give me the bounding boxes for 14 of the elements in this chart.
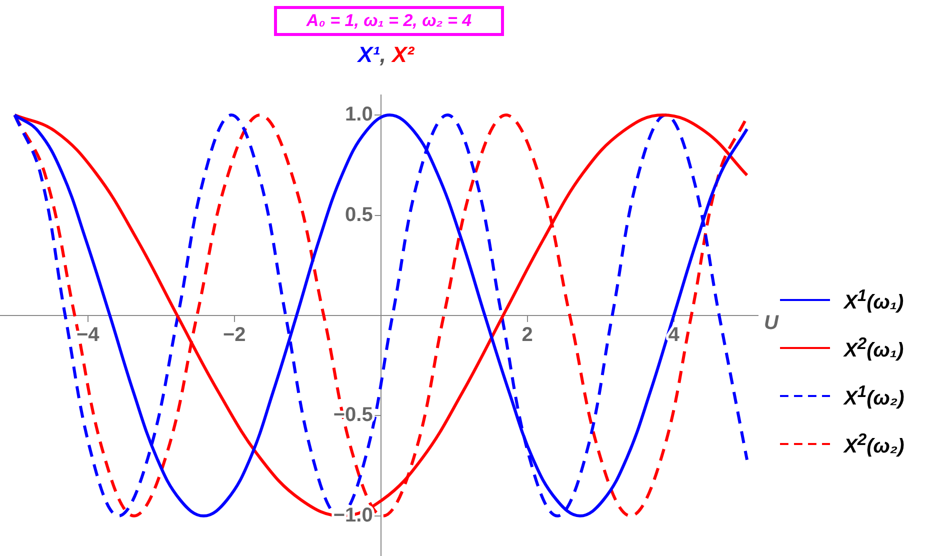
- legend-label: X$^{2}$(ω₁): [844, 334, 904, 362]
- x-axis-title: U: [764, 312, 779, 334]
- chart-title: A₀ = 1, ω₁ = 2, ω₂ = 4: [274, 6, 504, 36]
- legend-label: X$^{1}$(ω₂): [844, 382, 904, 410]
- x-tick-label: 4: [668, 324, 680, 346]
- x-tick-label: −4: [76, 324, 100, 346]
- y-tick-label: 0.5: [345, 204, 373, 226]
- legend-label: X$^{2}$(ω₂): [844, 430, 904, 458]
- x-tick-label: 2: [522, 324, 533, 346]
- y-axis-title: X¹, X²: [358, 42, 414, 67]
- y-tick-label: 1.0: [345, 104, 373, 126]
- y-tick-label: −0.5: [333, 404, 373, 426]
- x-tick-label: −2: [222, 324, 246, 346]
- legend-label: X$^{1}$(ω₁): [844, 286, 904, 314]
